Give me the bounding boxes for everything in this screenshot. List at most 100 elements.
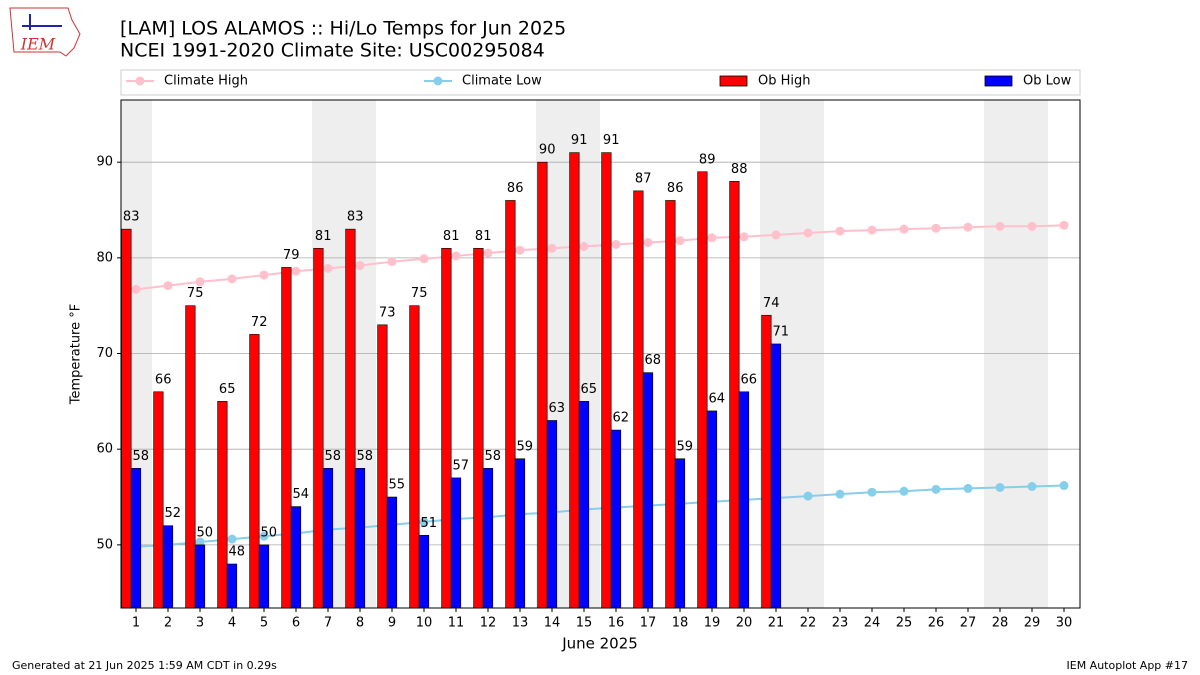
climate-point — [963, 483, 973, 493]
x-tick-label: 14 — [544, 616, 561, 631]
bar — [130, 468, 142, 609]
bar — [578, 401, 590, 609]
y-tick-label: 60 — [96, 442, 113, 457]
x-tick-label: 2 — [164, 616, 172, 631]
bar-label: 66 — [155, 372, 172, 387]
x-tick-label: 26 — [928, 616, 945, 631]
bar — [674, 458, 686, 609]
climate-point — [227, 534, 237, 544]
climate-point — [835, 226, 845, 236]
bar-label: 88 — [731, 162, 748, 177]
bar — [729, 181, 740, 609]
logo-text: IEM — [20, 35, 56, 54]
bar-label: 48 — [229, 544, 246, 559]
weekend-shade — [792, 100, 824, 608]
bar-label: 79 — [283, 248, 300, 263]
x-axis-label: June 2025 — [561, 635, 638, 653]
bar-label: 65 — [219, 382, 236, 397]
footer-left: Generated at 21 Jun 2025 1:59 AM CDT in … — [12, 659, 277, 672]
x-tick-label: 12 — [480, 616, 497, 631]
bar-label: 83 — [123, 210, 140, 225]
bar-label: 57 — [453, 458, 470, 473]
bar — [121, 228, 132, 609]
x-tick-label: 5 — [260, 616, 268, 631]
x-tick-label: 28 — [992, 616, 1009, 631]
climate-point — [195, 537, 205, 547]
bar-label: 89 — [699, 152, 716, 167]
bar — [450, 477, 462, 609]
x-tick-label: 17 — [640, 616, 657, 631]
bar-label: 63 — [549, 401, 566, 416]
bar-label: 74 — [763, 296, 780, 311]
bar-label: 83 — [347, 210, 364, 225]
bar — [409, 305, 420, 609]
bar — [386, 496, 398, 609]
bar-label: 50 — [197, 525, 214, 540]
climate-point — [995, 221, 1005, 231]
climate-point — [1059, 220, 1069, 230]
climate-point — [707, 233, 717, 243]
x-tick-label: 23 — [832, 616, 849, 631]
climate-point — [1059, 481, 1069, 491]
bar-label: 59 — [677, 439, 694, 454]
x-tick-label: 4 — [228, 616, 236, 631]
x-tick-label: 13 — [512, 616, 529, 631]
climate-point — [419, 254, 429, 264]
climate-point — [547, 243, 557, 253]
climate-point — [611, 239, 621, 249]
climate-point — [675, 236, 685, 246]
bar — [377, 324, 388, 609]
climate-point — [579, 241, 589, 251]
x-tick-label: 18 — [672, 616, 689, 631]
climate-point — [867, 487, 877, 497]
bar-label: 72 — [251, 315, 268, 330]
bar — [185, 305, 196, 609]
bar — [514, 458, 526, 609]
bar — [258, 544, 270, 609]
weekend-shade — [984, 100, 1016, 608]
bar-label: 58 — [133, 449, 150, 464]
x-tick-label: 6 — [292, 616, 300, 631]
bar — [642, 372, 654, 609]
bar-label: 68 — [645, 353, 662, 368]
bar-label: 91 — [571, 133, 588, 148]
bar — [162, 525, 174, 609]
bar — [601, 152, 612, 609]
bar-label: 81 — [443, 229, 460, 244]
bar-label: 86 — [507, 181, 524, 196]
bar — [546, 420, 558, 609]
bar-label: 54 — [293, 487, 310, 502]
climate-point — [995, 482, 1005, 492]
climate-point — [323, 263, 333, 273]
logo: IEM — [9, 7, 81, 57]
legend-swatch — [984, 75, 1013, 87]
climate-point — [803, 491, 813, 501]
chart-subtitle: NCEI 1991-2020 Climate Site: USC00295084 — [120, 40, 545, 62]
bar-label: 87 — [635, 171, 652, 186]
bar — [633, 190, 644, 609]
bar — [697, 171, 708, 609]
climate-point — [195, 277, 205, 287]
legend-marker — [135, 76, 145, 86]
bar-label: 91 — [603, 133, 620, 148]
y-tick-label: 50 — [96, 537, 113, 552]
bar — [706, 410, 718, 609]
bar — [281, 267, 292, 609]
y-tick-label: 80 — [96, 250, 113, 265]
bar-label: 59 — [517, 439, 534, 454]
bar — [322, 468, 334, 609]
y-axis-label: Temperature °F — [69, 304, 84, 405]
x-tick-label: 1 — [132, 616, 140, 631]
climate-point — [163, 281, 173, 291]
climate-point — [867, 225, 877, 235]
legend — [120, 69, 1081, 96]
bar-label: 50 — [261, 525, 278, 540]
legend-label: Ob High — [758, 74, 811, 89]
bar — [665, 200, 676, 609]
plot-area — [121, 100, 1080, 608]
bar — [217, 401, 228, 609]
bar-label: 58 — [485, 449, 502, 464]
bar-label: 81 — [475, 229, 492, 244]
bar-label: 81 — [315, 229, 332, 244]
